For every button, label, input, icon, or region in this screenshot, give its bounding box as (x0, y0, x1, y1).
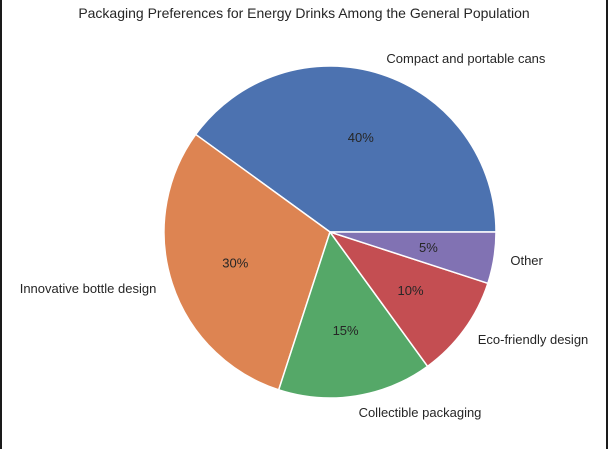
pie-value-label: 40% (348, 130, 374, 145)
pie-slice-collectible-packaging (277, 231, 429, 399)
pie-category-label: Other (510, 253, 543, 268)
pie-value-label: 10% (398, 283, 424, 298)
pie-slice-eco-friendly-design (329, 231, 489, 368)
pie-category-label: Collectible packaging (359, 405, 482, 420)
pie-value-label: 30% (222, 255, 248, 270)
chart-title: Packaging Preferences for Energy Drinks … (78, 5, 530, 21)
pie-category-label: Eco-friendly design (478, 332, 589, 347)
pie-slice-compact-and-portable-cans (194, 65, 497, 233)
pie-category-label: Innovative bottle design (20, 281, 157, 296)
pie-slice-other (329, 231, 497, 285)
pie-slice-innovative-bottle-design (163, 133, 331, 391)
pie-value-label: 5% (419, 240, 438, 255)
pie-value-label: 15% (333, 323, 359, 338)
pie-category-label: Compact and portable cans (386, 51, 545, 66)
